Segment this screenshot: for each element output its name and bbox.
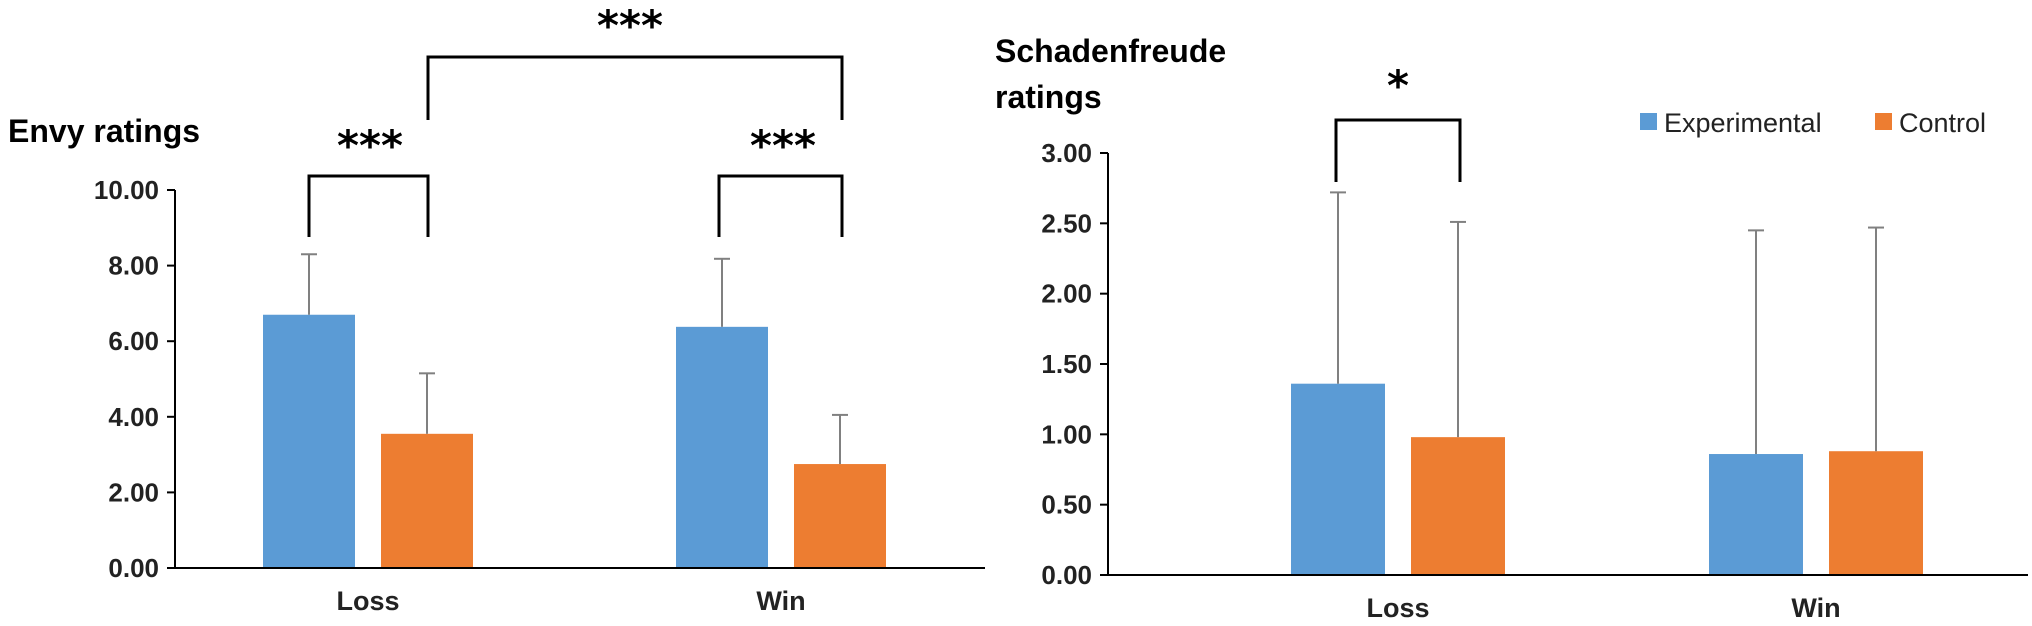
envy-y-tick-label: 8.00 — [108, 251, 159, 281]
envy-bars — [263, 314, 886, 568]
schadenfreude-y-tick-label: 1.00 — [1041, 419, 1092, 449]
envy-bar-experimental-win — [676, 326, 768, 568]
legend-swatch-control — [1875, 113, 1892, 130]
schadenfreude-ylabel-line2: ratings — [995, 79, 1102, 115]
envy-y-tick-label: 4.00 — [108, 402, 159, 432]
envy-bar-experimental-loss — [263, 314, 355, 568]
envy-y-tick-label: 2.00 — [108, 477, 159, 507]
envy-y-tick-label: 10.00 — [94, 175, 159, 205]
legend: Experimental Control — [1640, 108, 1986, 138]
envy-sig-label-win: *** — [750, 121, 816, 170]
schadenfreude-x-tick-label-loss: Loss — [1366, 593, 1429, 623]
schadenfreude-bar-control-win — [1829, 451, 1923, 575]
schadenfreude-y-tick-label: 3.00 — [1041, 138, 1092, 168]
schadenfreude-x-ticks: Loss Win — [1366, 593, 1840, 623]
schadenfreude-bar-experimental-loss — [1291, 383, 1385, 575]
envy-x-ticks: Loss Win — [336, 586, 805, 616]
envy-sig-bracket-loss — [307, 174, 430, 237]
envy-sig-label-loss: *** — [337, 121, 403, 170]
envy-sig-label-control: *** — [597, 1, 663, 50]
schadenfreude-errorbars — [1330, 191, 1884, 455]
schadenfreude-y-axis: 0.00 0.50 1.00 1.50 2.00 2.50 3.00 — [1041, 138, 1109, 590]
envy-y-tick-label: 0.00 — [108, 553, 159, 583]
schadenfreude-y-tick-label: 0.00 — [1041, 560, 1092, 590]
schadenfreude-y-tick-label: 1.50 — [1041, 349, 1092, 379]
envy-x-tick-label-win: Win — [756, 586, 805, 616]
envy-y-tick-label: 6.00 — [108, 326, 159, 356]
envy-bar-control-loss — [381, 433, 473, 568]
schadenfreude-ylabel-line1: Schadenfreude — [995, 33, 1226, 69]
schadenfreude-chart: Schadenfreude ratings 0.00 0.50 1.00 1.50 2.… — [995, 33, 2028, 623]
envy-x-tick-label-loss: Loss — [336, 586, 399, 616]
schadenfreude-y-tick-label: 0.50 — [1041, 490, 1092, 520]
envy-y-axis: 0.00 2.00 4.00 6.00 8.00 10.00 — [94, 175, 176, 583]
legend-label-experimental: Experimental — [1664, 108, 1822, 138]
schadenfreude-bars — [1291, 383, 1923, 575]
envy-ylabel: Envy ratings — [8, 113, 200, 149]
schadenfreude-x-tick-label-win: Win — [1791, 593, 1840, 623]
schadenfreude-bar-experimental-win — [1709, 454, 1803, 575]
schadenfreude-sig-bracket-loss — [1334, 118, 1462, 182]
envy-errorbars — [301, 253, 848, 465]
schadenfreude-y-tick-label: 2.00 — [1041, 279, 1092, 309]
envy-sig-bracket-win — [717, 174, 844, 237]
envy-sig-bracket-control — [426, 55, 844, 120]
legend-swatch-experimental — [1640, 113, 1657, 130]
schadenfreude-bar-control-loss — [1411, 437, 1505, 575]
envy-chart: Envy ratings 0.00 2.00 4.00 6.00 8.00 10.00 L… — [8, 1, 985, 616]
schadenfreude-sig-label-loss: * — [1387, 61, 1409, 110]
schadenfreude-y-tick-label: 2.50 — [1041, 208, 1092, 238]
envy-bar-control-win — [794, 464, 886, 568]
legend-label-control: Control — [1899, 108, 1986, 138]
schadenfreude-ylabel: Schadenfreude ratings — [995, 33, 1235, 115]
